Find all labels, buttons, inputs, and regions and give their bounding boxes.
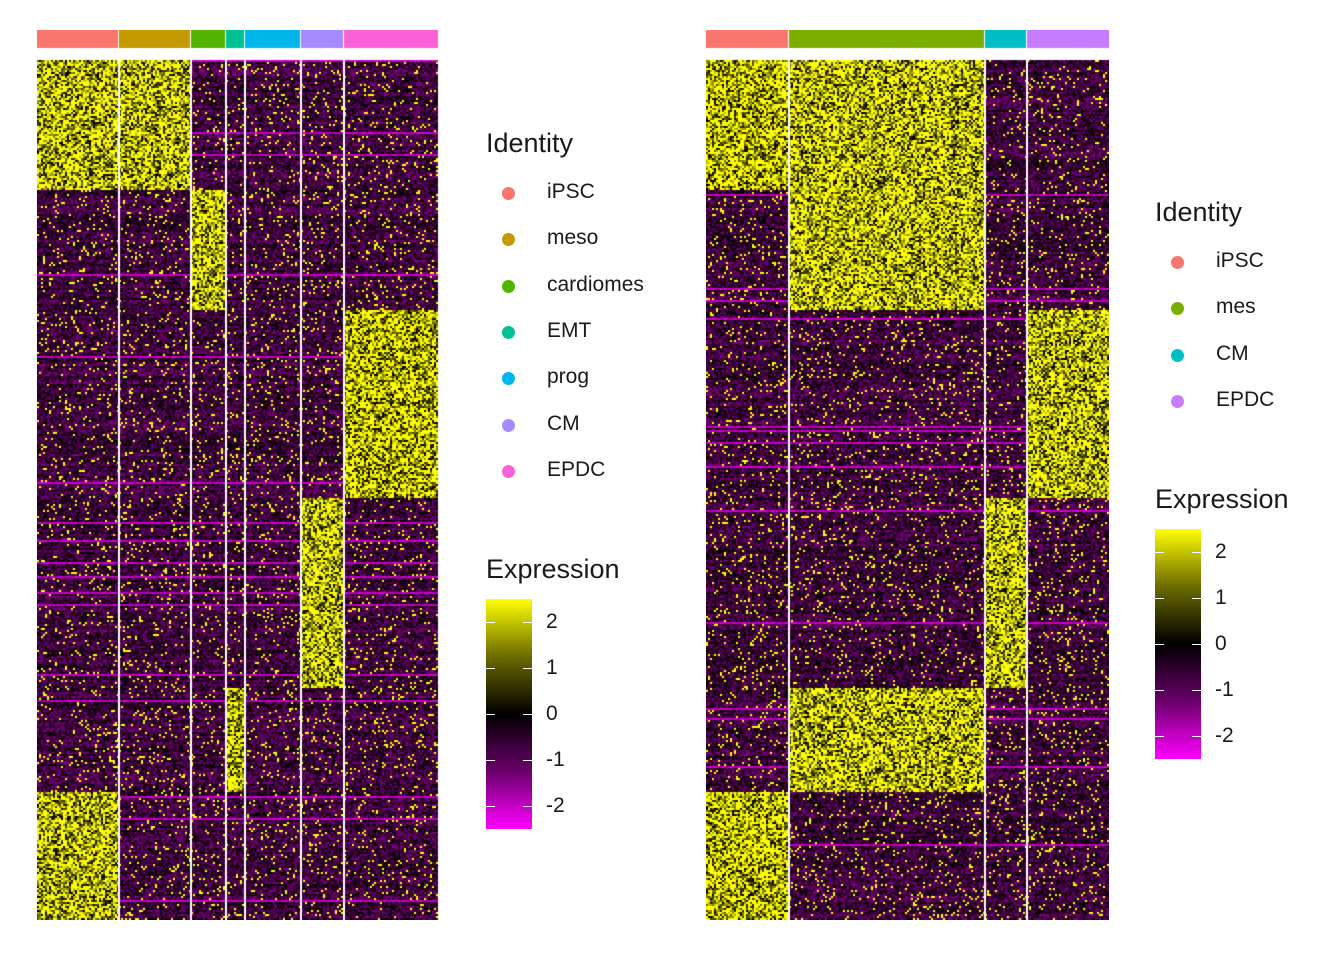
colorbar-tick xyxy=(1192,736,1201,737)
identity-legend-title: Identity xyxy=(486,128,573,159)
legend-label: meso xyxy=(547,226,598,250)
colorbar-tick-label: 0 xyxy=(546,702,558,726)
legend-swatch xyxy=(1171,395,1184,408)
legend-label: prog xyxy=(547,365,589,389)
heatmap-left xyxy=(37,30,440,920)
legend-label: EMT xyxy=(547,319,591,343)
colorbar-tick xyxy=(523,760,532,761)
colorbar-tick xyxy=(1192,644,1201,645)
colorbar-tick-label: 0 xyxy=(1215,632,1227,656)
colorbar-tick xyxy=(1192,690,1201,691)
colorbar-tick xyxy=(486,622,495,623)
colorbar-tick-label: -2 xyxy=(546,794,565,818)
legend-swatch xyxy=(1171,256,1184,269)
legend-swatch xyxy=(502,187,515,200)
colorbar-tick xyxy=(1155,552,1164,553)
colorbar-tick-label: -1 xyxy=(546,748,565,772)
legend-swatch xyxy=(502,233,515,246)
colorbar-tick-label: 1 xyxy=(546,656,558,680)
legend-label: CM xyxy=(547,412,580,436)
colorbar-tick xyxy=(1155,644,1164,645)
colorbar-tick xyxy=(486,806,495,807)
colorbar-tick xyxy=(1155,598,1164,599)
legend-label: iPSC xyxy=(1216,249,1264,273)
colorbar-tick-label: -2 xyxy=(1215,724,1234,748)
colorbar-tick-label: 2 xyxy=(546,610,558,634)
colorbar-tick xyxy=(523,806,532,807)
colorbar-tick xyxy=(486,714,495,715)
colorbar-tick xyxy=(486,760,495,761)
colorbar-tick xyxy=(486,668,495,669)
legend-swatch xyxy=(1171,349,1184,362)
colorbar-tick xyxy=(1155,690,1164,691)
colorbar-tick xyxy=(523,622,532,623)
legend-swatch xyxy=(502,326,515,339)
identity-legend-title: Identity xyxy=(1155,197,1242,228)
legend-label: EPDC xyxy=(547,458,605,482)
colorbar-tick xyxy=(523,714,532,715)
colorbar-tick-label: 2 xyxy=(1215,540,1227,564)
legend-swatch xyxy=(1171,302,1184,315)
legend-label: iPSC xyxy=(547,180,595,204)
colorbar-tick-label: 1 xyxy=(1215,586,1227,610)
colorbar-tick xyxy=(1192,598,1201,599)
colorbar-tick xyxy=(523,668,532,669)
legend-swatch xyxy=(502,419,515,432)
legend-swatch xyxy=(502,372,515,385)
expression-legend-title: Expression xyxy=(486,554,620,585)
colorbar-tick-label: -1 xyxy=(1215,678,1234,702)
legend-label: CM xyxy=(1216,342,1249,366)
legend-label: mes xyxy=(1216,295,1256,319)
legend-swatch xyxy=(502,280,515,293)
heatmap-right xyxy=(706,30,1109,920)
colorbar-tick xyxy=(1155,736,1164,737)
expression-legend-title: Expression xyxy=(1155,484,1289,515)
legend-swatch xyxy=(502,465,515,478)
colorbar-tick xyxy=(1192,552,1201,553)
legend-label: cardiomes xyxy=(547,273,644,297)
legend-label: EPDC xyxy=(1216,388,1274,412)
